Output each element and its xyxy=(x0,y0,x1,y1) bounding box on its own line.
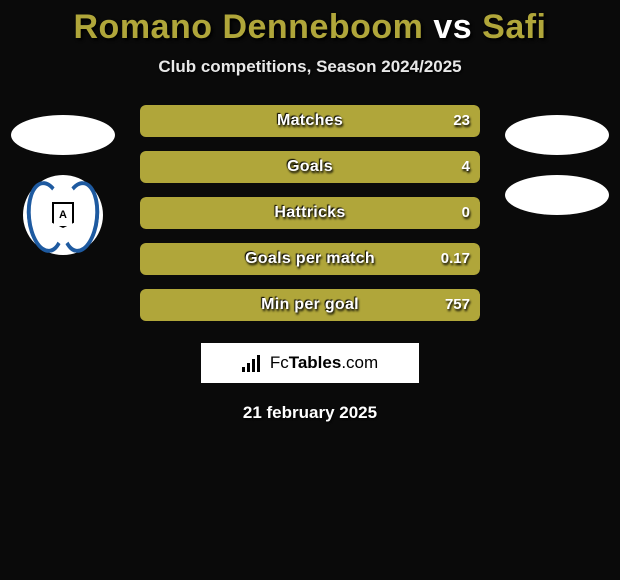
stat-bar: Goals per match0.17 xyxy=(140,243,480,275)
bar-value-right: 0.17 xyxy=(441,243,470,275)
bar-label: Min per goal xyxy=(140,289,480,321)
club-flag-icon: A xyxy=(52,202,74,228)
fctables-logo: FcTables.com xyxy=(201,343,419,383)
player2-portrait-placeholder xyxy=(505,115,609,155)
stat-bar: Matches23 xyxy=(140,105,480,137)
brand-tables: Tables xyxy=(289,353,342,372)
bar-value-right: 23 xyxy=(453,105,470,137)
bar-chart-icon xyxy=(242,354,264,372)
bar-label: Goals per match xyxy=(140,243,480,275)
player1-name: Romano Denneboom xyxy=(74,8,424,46)
bar-label: Hattricks xyxy=(140,197,480,229)
bar-value-right: 757 xyxy=(445,289,470,321)
footer-brand-text: FcTables.com xyxy=(270,353,378,373)
brand-dotcom: .com xyxy=(341,353,378,372)
brand-fc: Fc xyxy=(270,353,289,372)
player2-club-placeholder xyxy=(505,175,609,215)
date-text: 21 february 2025 xyxy=(0,403,620,423)
player1-portrait-placeholder xyxy=(11,115,115,155)
player2-name: Safi xyxy=(482,8,546,46)
player1-club-logo: A xyxy=(23,175,103,255)
right-player-column xyxy=(502,115,612,215)
bar-label: Matches xyxy=(140,105,480,137)
vs-text: vs xyxy=(433,8,472,46)
subtitle: Club competitions, Season 2024/2025 xyxy=(0,57,620,77)
stat-bar: Min per goal757 xyxy=(140,289,480,321)
bar-value-right: 0 xyxy=(462,197,470,229)
bar-label: Goals xyxy=(140,151,480,183)
stat-bar: Goals4 xyxy=(140,151,480,183)
comparison-title: Romano Denneboom vs Safi xyxy=(0,0,620,47)
stat-bar: Hattricks0 xyxy=(140,197,480,229)
comparison-bars: Matches23 Goals4 Hattricks0 Goals per match… xyxy=(140,105,480,321)
left-player-column: A xyxy=(8,115,118,255)
bar-value-right: 4 xyxy=(462,151,470,183)
